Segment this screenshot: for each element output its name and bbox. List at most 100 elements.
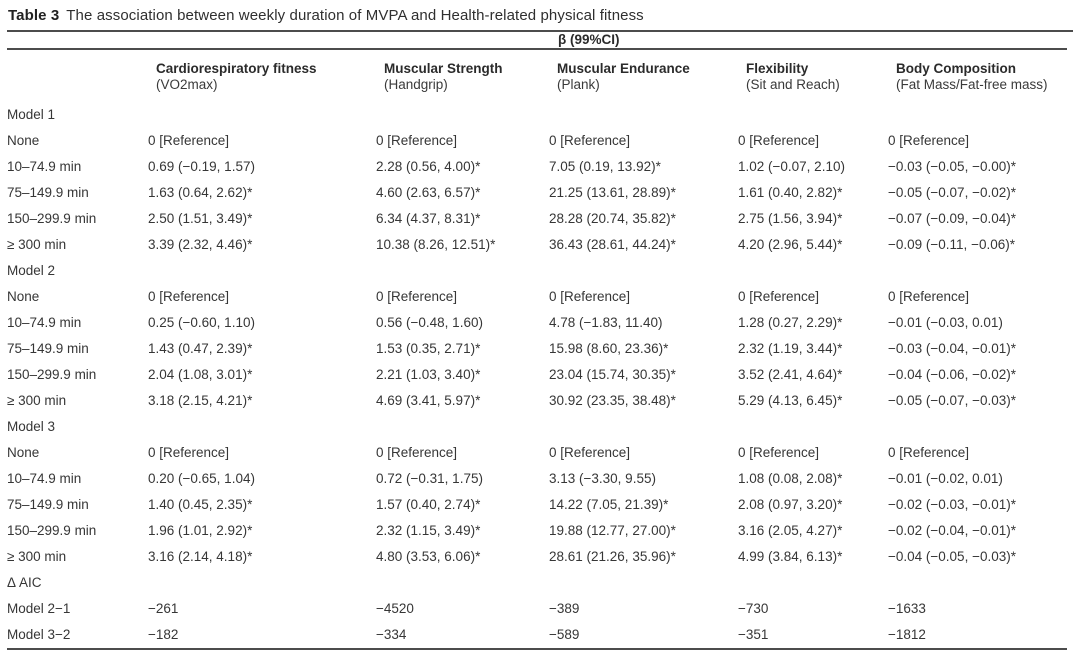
value-cell: 2.04 (1.08, 3.01)* <box>148 367 253 382</box>
column-name: Flexibility <box>746 61 809 76</box>
column-subname: (Handgrip) <box>384 77 448 92</box>
value-cell: 1.53 (0.35, 2.71)* <box>376 341 481 356</box>
value-cell: 0 [Reference] <box>549 289 631 304</box>
value-cell: 4.60 (2.63, 6.57)* <box>376 185 481 200</box>
table-number: Table 3 <box>8 7 60 24</box>
table-row: 10–74.9 min 0.69 (−0.19, 1.57) 2.28 (0.56,… <box>7 154 1067 180</box>
table-row: 10–74.9 min 0.25 (−0.60, 1.10) 0.56 (−0.48… <box>7 310 1067 336</box>
section-label: Model 2 <box>7 263 56 278</box>
beta-ci-spanner-label: β (99%CI) <box>558 32 620 47</box>
row-label: 75–149.9 min <box>7 341 89 356</box>
column-header-endurance: Muscular Endurance (Plank) <box>549 49 738 102</box>
value-cell: 6.34 (4.37, 8.31)* <box>376 211 481 226</box>
value-cell: 1.08 (0.08, 2.08)* <box>738 471 843 486</box>
value-cell: 2.21 (1.03, 3.40)* <box>376 367 481 382</box>
value-cell: −0.09 (−0.11, −0.06)* <box>888 237 1015 252</box>
table-row: ≥ 300 min 3.16 (2.14, 4.18)* 4.80 (3.53, 6… <box>7 544 1067 570</box>
value-cell: 0 [Reference] <box>888 445 970 460</box>
value-cell: 1.02 (−0.07, 2.10) <box>738 159 845 174</box>
section-header-row: Model 1 <box>7 102 1067 128</box>
value-cell: −389 <box>549 601 580 616</box>
column-header-body-composition: Body Composition (Fat Mass/Fat-free mass… <box>888 49 1067 102</box>
value-cell: 0.20 (−0.65, 1.04) <box>148 471 255 486</box>
row-label: Model 3−2 <box>7 627 71 642</box>
row-label: 150–299.9 min <box>7 367 97 382</box>
row-label: 150–299.9 min <box>7 523 97 538</box>
table-row: ≥ 300 min 3.18 (2.15, 4.21)* 4.69 (3.41, 5… <box>7 388 1067 414</box>
value-cell: 2.75 (1.56, 3.94)* <box>738 211 843 226</box>
value-cell: 4.20 (2.96, 5.44)* <box>738 237 843 252</box>
table-title-text: The association between weekly duration … <box>66 7 644 24</box>
value-cell: 0 [Reference] <box>376 133 458 148</box>
value-cell: 1.96 (1.01, 2.92)* <box>148 523 253 538</box>
value-cell: 1.57 (0.40, 2.74)* <box>376 497 481 512</box>
value-cell: 3.18 (2.15, 4.21)* <box>148 393 253 408</box>
table-row: 150–299.9 min 1.96 (1.01, 2.92)* 2.32 (1.1… <box>7 518 1067 544</box>
row-label: None <box>7 133 40 148</box>
row-label: None <box>7 445 40 460</box>
value-cell: −0.02 (−0.03, −0.01)* <box>888 497 1016 512</box>
value-cell: 2.32 (1.15, 3.49)* <box>376 523 481 538</box>
value-cell: 2.50 (1.51, 3.49)* <box>148 211 253 226</box>
column-subname: (VO2max) <box>156 77 218 92</box>
value-cell: 0 [Reference] <box>148 289 230 304</box>
row-label: 75–149.9 min <box>7 185 89 200</box>
value-cell: −730 <box>738 601 769 616</box>
value-cell: −0.03 (−0.05, −0.00)* <box>888 159 1016 174</box>
section-label: Model 3 <box>7 419 56 434</box>
value-cell: 28.61 (21.26, 35.96)* <box>549 549 676 564</box>
section-header-row: Δ AIC <box>7 570 1067 596</box>
results-table: β (99%CI) Cardiorespiratory fitness (VO2… <box>7 32 1068 650</box>
value-cell: 0 [Reference] <box>549 445 631 460</box>
value-cell: −589 <box>549 627 580 642</box>
table-row: Model 2−1 −261 −4520 −389 −730 −1633 <box>7 596 1067 622</box>
table-row: 75–149.9 min 1.43 (0.47, 2.39)* 1.53 (0.35… <box>7 336 1067 362</box>
column-header-row: Cardiorespiratory fitness (VO2max) Muscu… <box>7 49 1067 102</box>
value-cell: 4.69 (3.41, 5.97)* <box>376 393 481 408</box>
value-cell: 2.08 (0.97, 3.20)* <box>738 497 843 512</box>
value-cell: 0.25 (−0.60, 1.10) <box>148 315 255 330</box>
stub-column-header <box>7 49 148 102</box>
value-cell: 19.88 (12.77, 27.00)* <box>549 523 676 538</box>
value-cell: 0 [Reference] <box>888 289 970 304</box>
value-cell: 7.05 (0.19, 13.92)* <box>549 159 661 174</box>
value-cell: −351 <box>738 627 769 642</box>
section-header-row: Model 2 <box>7 258 1067 284</box>
value-cell: 2.28 (0.56, 4.00)* <box>376 159 481 174</box>
value-cell: 3.52 (2.41, 4.64)* <box>738 367 843 382</box>
value-cell: 3.16 (2.05, 4.27)* <box>738 523 843 538</box>
value-cell: 23.04 (15.74, 30.35)* <box>549 367 676 382</box>
column-header-flexibility: Flexibility (Sit and Reach) <box>738 49 888 102</box>
value-cell: 0 [Reference] <box>738 133 820 148</box>
value-cell: 4.99 (3.84, 6.13)* <box>738 549 843 564</box>
value-cell: 36.43 (28.61, 44.24)* <box>549 237 676 252</box>
spanner-cell: β (99%CI) <box>148 32 1068 50</box>
column-subname: (Sit and Reach) <box>746 77 840 92</box>
value-cell: −0.05 (−0.07, −0.03)* <box>888 393 1016 408</box>
value-cell: 0 [Reference] <box>888 133 970 148</box>
section-label: Model 1 <box>7 107 56 122</box>
value-cell: −182 <box>148 627 179 642</box>
value-cell: −0.03 (−0.04, −0.01)* <box>888 341 1016 356</box>
table-row: None 0 [Reference] 0 [Reference] 0 [Referen… <box>7 284 1067 310</box>
value-cell: 1.28 (0.27, 2.29)* <box>738 315 843 330</box>
column-name: Muscular Endurance <box>557 61 690 76</box>
value-cell: 28.28 (20.74, 35.82)* <box>549 211 676 226</box>
value-cell: 2.32 (1.19, 3.44)* <box>738 341 843 356</box>
table-page: Table 3 The association between weekly du… <box>7 0 1073 650</box>
value-cell: 1.40 (0.45, 2.35)* <box>148 497 253 512</box>
value-cell: 15.98 (8.60, 23.36)* <box>549 341 669 356</box>
value-cell: −334 <box>376 627 407 642</box>
stub-header-cell <box>7 32 148 50</box>
table-row: ≥ 300 min 3.39 (2.32, 4.46)* 10.38 (8.26, … <box>7 232 1067 258</box>
value-cell: 1.61 (0.40, 2.82)* <box>738 185 843 200</box>
row-label: ≥ 300 min <box>7 237 67 252</box>
value-cell: −0.04 (−0.06, −0.02)* <box>888 367 1016 382</box>
value-cell: −0.05 (−0.07, −0.02)* <box>888 185 1016 200</box>
table-row: Model 3−2 −182 −334 −589 −351 −1812 <box>7 622 1067 649</box>
value-cell: 0 [Reference] <box>549 133 631 148</box>
value-cell: 14.22 (7.05, 21.39)* <box>549 497 669 512</box>
value-cell: 10.38 (8.26, 12.51)* <box>376 237 496 252</box>
table-row: 10–74.9 min 0.20 (−0.65, 1.04) 0.72 (−0.31… <box>7 466 1067 492</box>
column-header-crf: Cardiorespiratory fitness (VO2max) <box>148 49 376 102</box>
